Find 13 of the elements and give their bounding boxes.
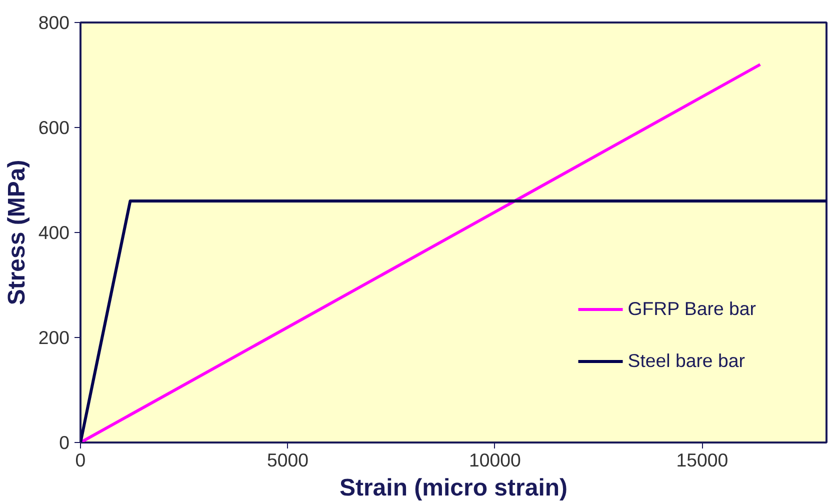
y-tick-label: 400: [38, 222, 70, 243]
y-tick-label: 200: [38, 327, 70, 348]
x-tick-label: 10000: [469, 450, 521, 470]
y-tick-label: 0: [59, 432, 70, 453]
x-tick-label: 5000: [266, 450, 308, 470]
legend-label: Steel bare bar: [628, 350, 745, 372]
y-axis-title: Stress (MPa): [3, 160, 30, 306]
x-axis-title: Strain (micro strain): [339, 474, 568, 502]
legend-label: GFRP Bare bar: [628, 298, 756, 320]
x-tick-label: 15000: [676, 450, 728, 470]
y-tick-label: 600: [38, 117, 70, 138]
y-tick-label: 800: [38, 12, 70, 33]
x-tick-label: 0: [75, 450, 86, 470]
